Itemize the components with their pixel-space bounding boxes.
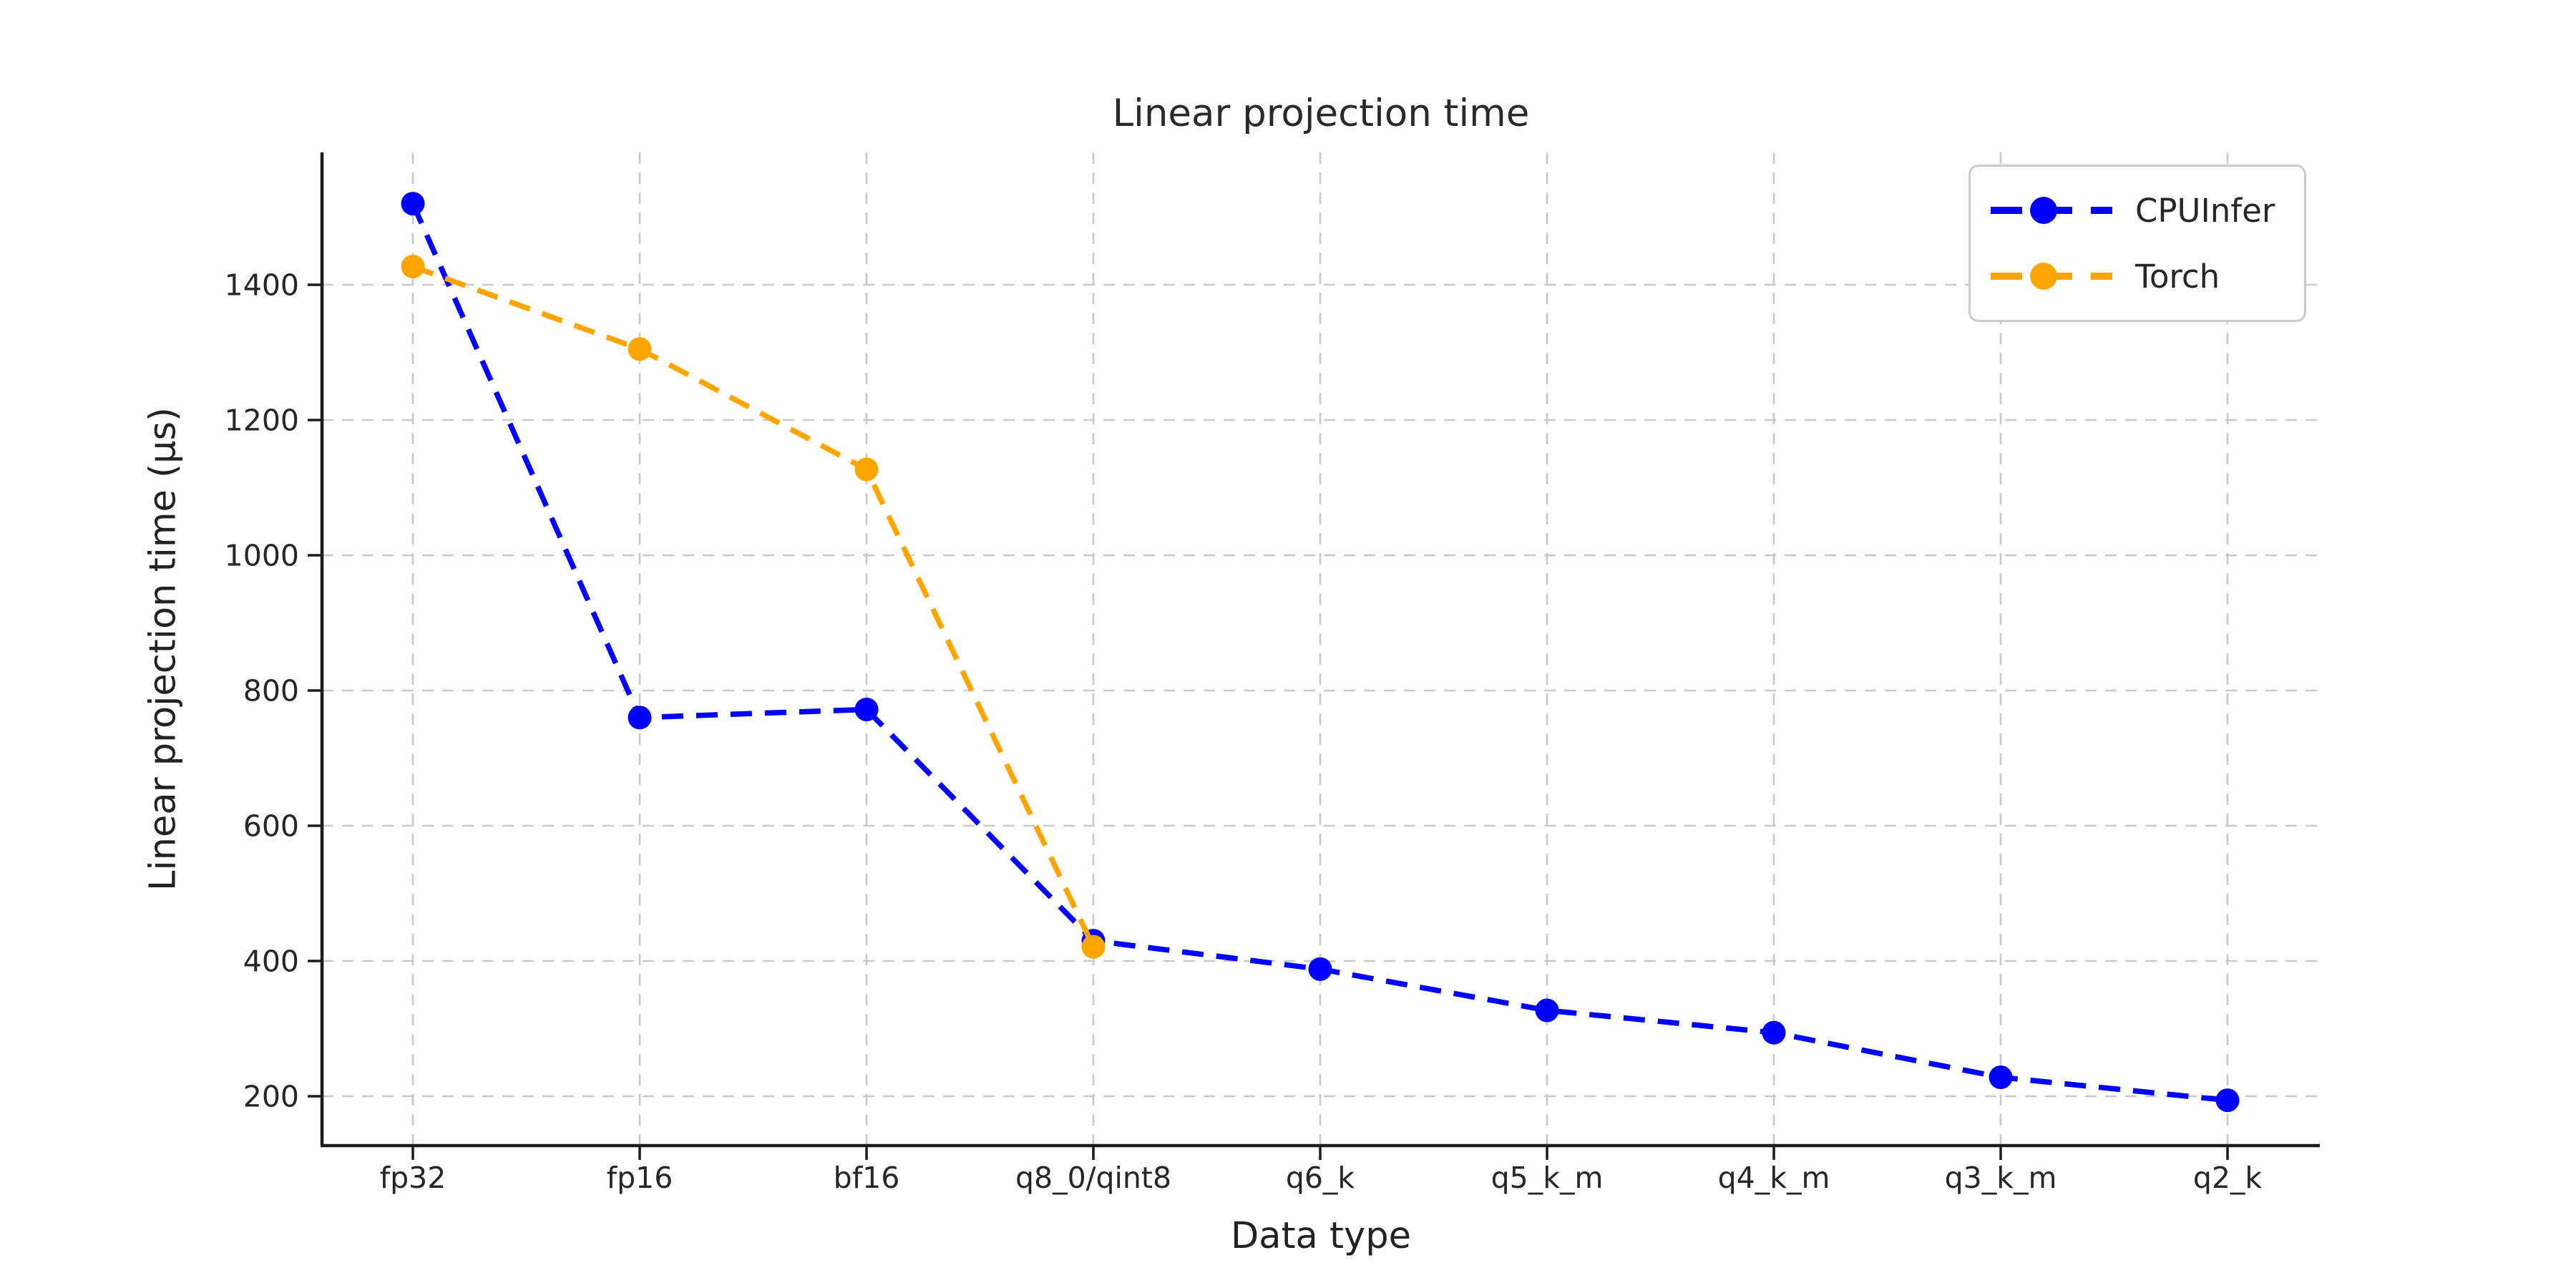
data-point-cpuinfer xyxy=(1535,998,1559,1023)
data-point-cpuinfer xyxy=(854,697,879,721)
y-tick-label: 600 xyxy=(243,809,299,843)
series-line-torch xyxy=(411,263,1096,948)
legend-item-torch: Torch xyxy=(1988,250,2283,303)
y-tick-label: 200 xyxy=(243,1079,299,1113)
x-tick-label: fp32 xyxy=(380,1161,447,1195)
data-point-cpuinfer xyxy=(401,192,425,216)
data-point-torch xyxy=(1081,935,1106,959)
y-tick-label: 1200 xyxy=(225,403,299,437)
y-tick-label: 400 xyxy=(243,944,299,978)
chart-title: Linear projection time xyxy=(1112,92,1530,135)
x-axis-label: Data type xyxy=(1231,1215,1411,1257)
legend-item-cpuinfer: CPUInfer xyxy=(1988,184,2283,237)
data-point-torch xyxy=(401,254,425,278)
x-tick-label: q8_0/qint8 xyxy=(1015,1161,1171,1195)
x-tick-label: q5_k_m xyxy=(1491,1161,1604,1195)
data-point-cpuinfer xyxy=(1308,957,1332,981)
data-point-cpuinfer xyxy=(2215,1088,2240,1113)
y-tick-label: 1000 xyxy=(225,538,299,572)
x-tick-label: fp16 xyxy=(607,1161,673,1195)
data-point-torch xyxy=(628,337,652,361)
cpuinfer-line-sample-icon xyxy=(1991,197,2112,224)
data-point-cpuinfer xyxy=(628,706,652,730)
legend-label-torch: Torch xyxy=(2135,257,2220,296)
y-tick-label: 800 xyxy=(243,673,299,708)
x-tick-label: q6_k xyxy=(1286,1161,1355,1195)
data-point-cpuinfer xyxy=(1762,1020,1786,1045)
legend-label-cpuinfer: CPUInfer xyxy=(2135,191,2275,230)
legend: CPUInfer Torch xyxy=(1968,165,2306,322)
x-tick-label: q2_k xyxy=(2193,1161,2263,1195)
x-tick-label: bf16 xyxy=(834,1161,900,1195)
data-point-cpuinfer xyxy=(1989,1065,2013,1090)
x-tick-label: q4_k_m xyxy=(1718,1161,1830,1195)
y-tick-label: 1400 xyxy=(225,268,299,302)
data-point-torch xyxy=(854,457,879,482)
torch-line-sample-icon xyxy=(1991,263,2112,290)
x-tick-label: q3_k_m xyxy=(1945,1161,2057,1195)
y-axis-label: Linear projection time (µs) xyxy=(142,407,185,891)
